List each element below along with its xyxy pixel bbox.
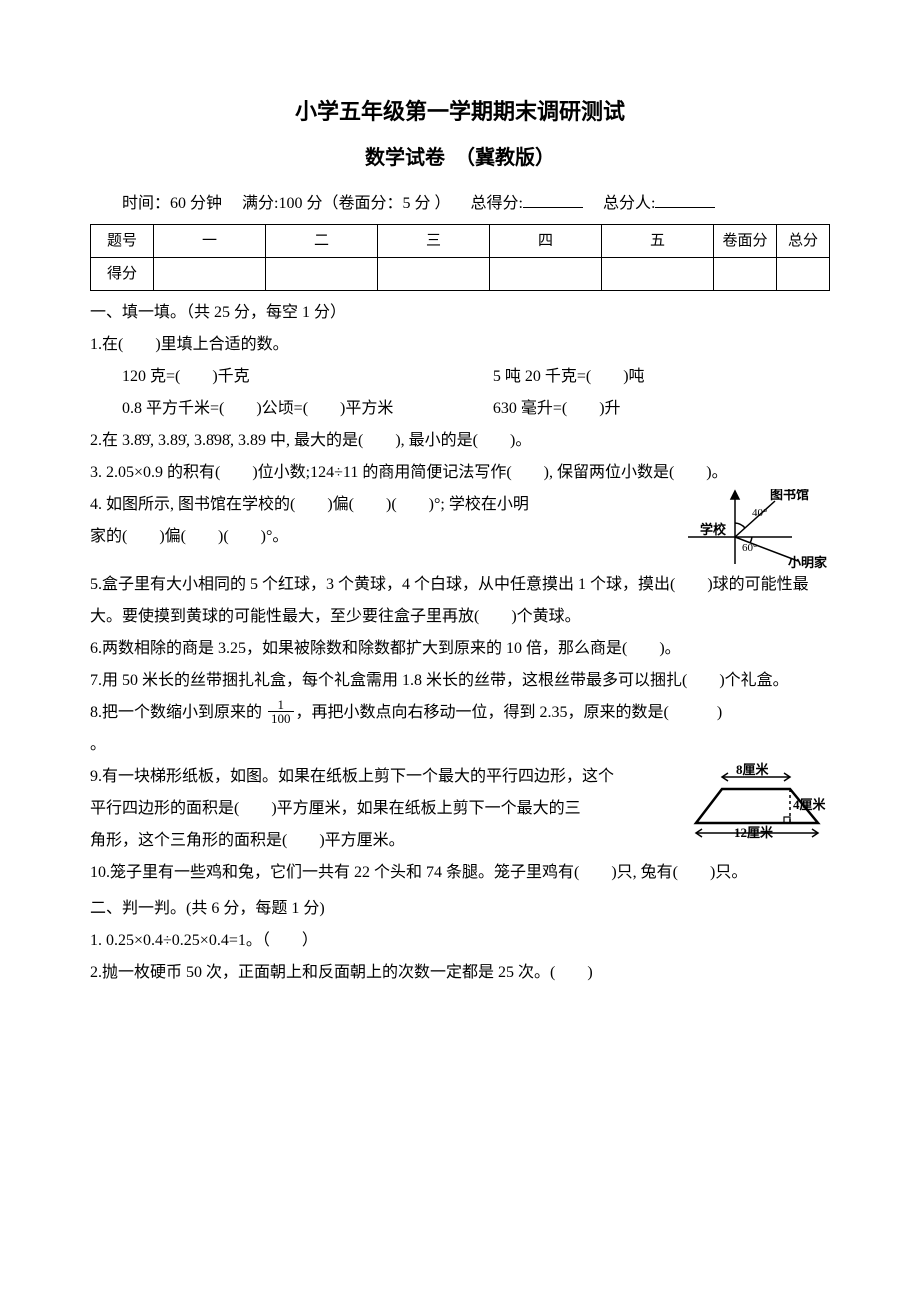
q8-part-a: 8.把一个数缩小到原来的 bbox=[90, 704, 266, 721]
section-1-heading: 一、填一填。（共 25 分，每空 1 分） bbox=[90, 297, 830, 329]
time-label: 时间： bbox=[122, 195, 170, 212]
score-cell[interactable] bbox=[266, 258, 378, 291]
fraction-1-100: 1100 bbox=[268, 698, 294, 725]
doc-subtitle: 数学试卷 （冀教版） bbox=[90, 138, 830, 178]
col-6: 卷面分 bbox=[714, 225, 777, 258]
s2-q1: 1. 0.25×0.4÷0.25×0.4=1。（ ） bbox=[90, 925, 830, 957]
score-cell[interactable] bbox=[602, 258, 714, 291]
section-2-heading: 二、判一判。(共 6 分，每题 1 分) bbox=[90, 893, 830, 925]
table-row: 题号 一 二 三 四 五 卷面分 总分 bbox=[91, 225, 830, 258]
q1-b: 5 吨 20 千克=( )吨 bbox=[493, 361, 830, 393]
score-cell[interactable] bbox=[490, 258, 602, 291]
time-value: 60 分钟 bbox=[170, 195, 222, 212]
q1-a: 120 克=( )千克 bbox=[122, 361, 493, 393]
q2: 2.在 3.8̇9̇, 3.89̇, 3.8̇98̇, 3.89 中, 最大的是… bbox=[90, 425, 830, 457]
col-1: 一 bbox=[154, 225, 266, 258]
score-cell[interactable] bbox=[154, 258, 266, 291]
trapezoid-diagram: 8厘米 4厘米 12厘米 bbox=[690, 761, 830, 839]
q8-part-b: ，再把小数点向右移动一位，得到 2.35，原来的数是( ) bbox=[296, 704, 723, 721]
q1-c: 0.8 平方千米=( )公顷=( )平方米 bbox=[122, 393, 493, 425]
q6: 6.两数相除的商是 3.25，如果被除数和除数都扩大到原来的 10 倍，那么商是… bbox=[90, 633, 830, 665]
doc-title: 小学五年级第一学期期末调研测试 bbox=[90, 90, 830, 134]
q5: 5.盒子里有大小相同的 5 个红球，3 个黄球，4 个白球，从中任意摸出 1 个… bbox=[90, 569, 830, 633]
q1-d: 630 毫升=( )升 bbox=[493, 393, 830, 425]
exam-info-line: 时间：60 分钟 满分:100 分（卷面分：5 分 ） 总得分: 总分人: bbox=[90, 188, 830, 220]
score-cell[interactable] bbox=[378, 258, 490, 291]
section-2: 二、判一判。(共 6 分，每题 1 分) 1. 0.25×0.4÷0.25×0.… bbox=[90, 893, 830, 989]
q7: 7.用 50 米长的丝带捆扎礼盒，每个礼盒需用 1.8 米长的丝带，这根丝带最多… bbox=[90, 665, 830, 697]
label-library: 图书馆 bbox=[770, 489, 809, 502]
header-label: 题号 bbox=[91, 225, 154, 258]
compass-diagram: 图书馆 40° 学校 60° 小明家 bbox=[680, 489, 830, 569]
col-7: 总分 bbox=[777, 225, 830, 258]
col-2: 二 bbox=[266, 225, 378, 258]
q1-stem: 1.在( )里填上合适的数。 bbox=[90, 329, 830, 361]
full-value: 100 分（卷面分：5 分 ） bbox=[279, 195, 451, 212]
label-xiaoming: 小明家 bbox=[788, 555, 828, 569]
top-label: 8厘米 bbox=[736, 762, 770, 777]
q8: 8.把一个数缩小到原来的 1100，再把小数点向右移动一位，得到 2.35，原来… bbox=[90, 697, 830, 729]
q8-tail: 。 bbox=[90, 729, 830, 761]
col-4: 四 bbox=[490, 225, 602, 258]
angle-60: 60° bbox=[742, 542, 757, 554]
q10: 10.笼子里有一些鸡和兔，它们一共有 22 个头和 74 条腿。笼子里鸡有( )… bbox=[90, 857, 830, 889]
right-label: 4厘米 bbox=[793, 797, 827, 812]
full-label: 满分: bbox=[242, 195, 278, 212]
totalscore-label: 总得分: bbox=[471, 195, 523, 212]
q3: 3. 2.05×0.9 的积有( )位小数;124÷11 的商用简便记法写作( … bbox=[90, 457, 830, 489]
table-row: 得分 bbox=[91, 258, 830, 291]
score-table: 题号 一 二 三 四 五 卷面分 总分 得分 bbox=[90, 224, 830, 291]
bottom-label: 12厘米 bbox=[734, 825, 774, 839]
scorer-label: 总分人: bbox=[603, 195, 655, 212]
s2-q2: 2.抛一枚硬币 50 次，正面朝上和反面朝上的次数一定都是 25 次。( ) bbox=[90, 957, 830, 989]
angle-40: 40° bbox=[752, 507, 767, 519]
rows-label: 得分 bbox=[91, 258, 154, 291]
label-school: 学校 bbox=[700, 522, 727, 537]
section-1: 一、填一填。（共 25 分，每空 1 分） 1.在( )里填上合适的数。 120… bbox=[90, 297, 830, 889]
score-cell[interactable] bbox=[777, 258, 830, 291]
col-5: 五 bbox=[602, 225, 714, 258]
scorer-blank[interactable] bbox=[655, 191, 715, 208]
score-cell[interactable] bbox=[714, 258, 777, 291]
col-3: 三 bbox=[378, 225, 490, 258]
totalscore-blank[interactable] bbox=[523, 191, 583, 208]
